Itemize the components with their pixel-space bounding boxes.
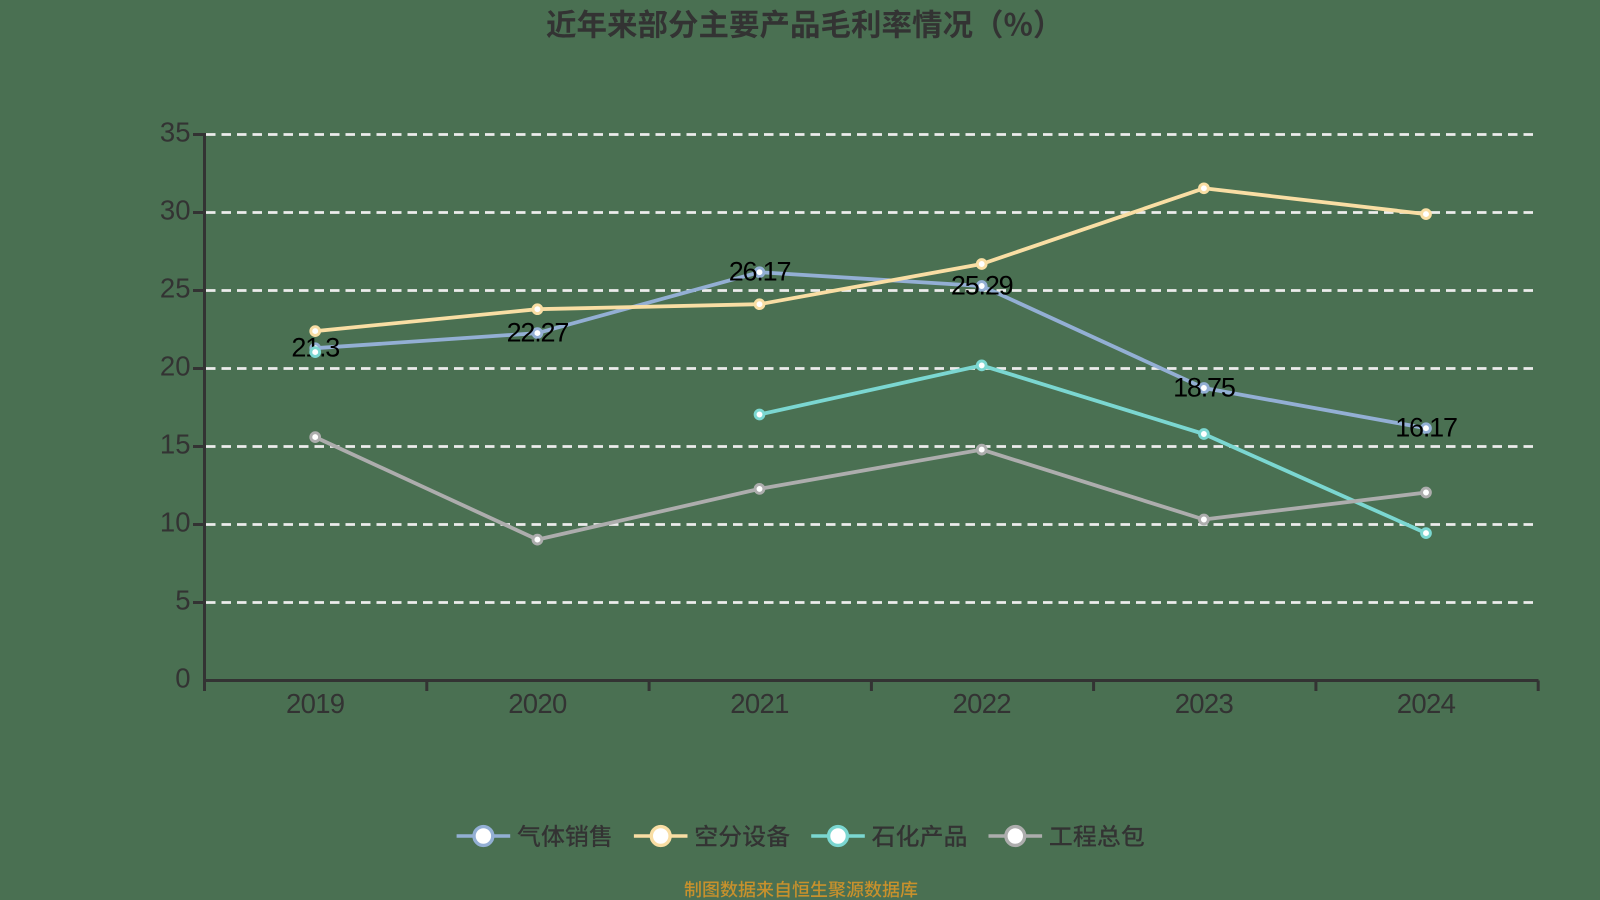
svg-text:2021: 2021 <box>730 688 788 719</box>
svg-text:20: 20 <box>160 350 191 381</box>
svg-text:2024: 2024 <box>1397 688 1456 719</box>
svg-text:25: 25 <box>160 272 191 303</box>
svg-text:16.17: 16.17 <box>1395 413 1457 443</box>
svg-text:30: 30 <box>160 194 191 225</box>
svg-text:25.29: 25.29 <box>951 271 1013 301</box>
svg-text:26.17: 26.17 <box>729 257 791 287</box>
svg-text:2022: 2022 <box>953 688 1011 719</box>
svg-text:2020: 2020 <box>508 688 567 719</box>
svg-text:15: 15 <box>160 428 191 459</box>
svg-text:18.75: 18.75 <box>1173 373 1235 403</box>
svg-text:5: 5 <box>175 584 190 615</box>
svg-text:0: 0 <box>175 662 190 693</box>
svg-text:22.27: 22.27 <box>507 318 569 348</box>
svg-text:35: 35 <box>160 116 191 147</box>
svg-text:10: 10 <box>160 506 191 537</box>
svg-text:2019: 2019 <box>286 688 344 719</box>
svg-text:2023: 2023 <box>1175 688 1234 719</box>
